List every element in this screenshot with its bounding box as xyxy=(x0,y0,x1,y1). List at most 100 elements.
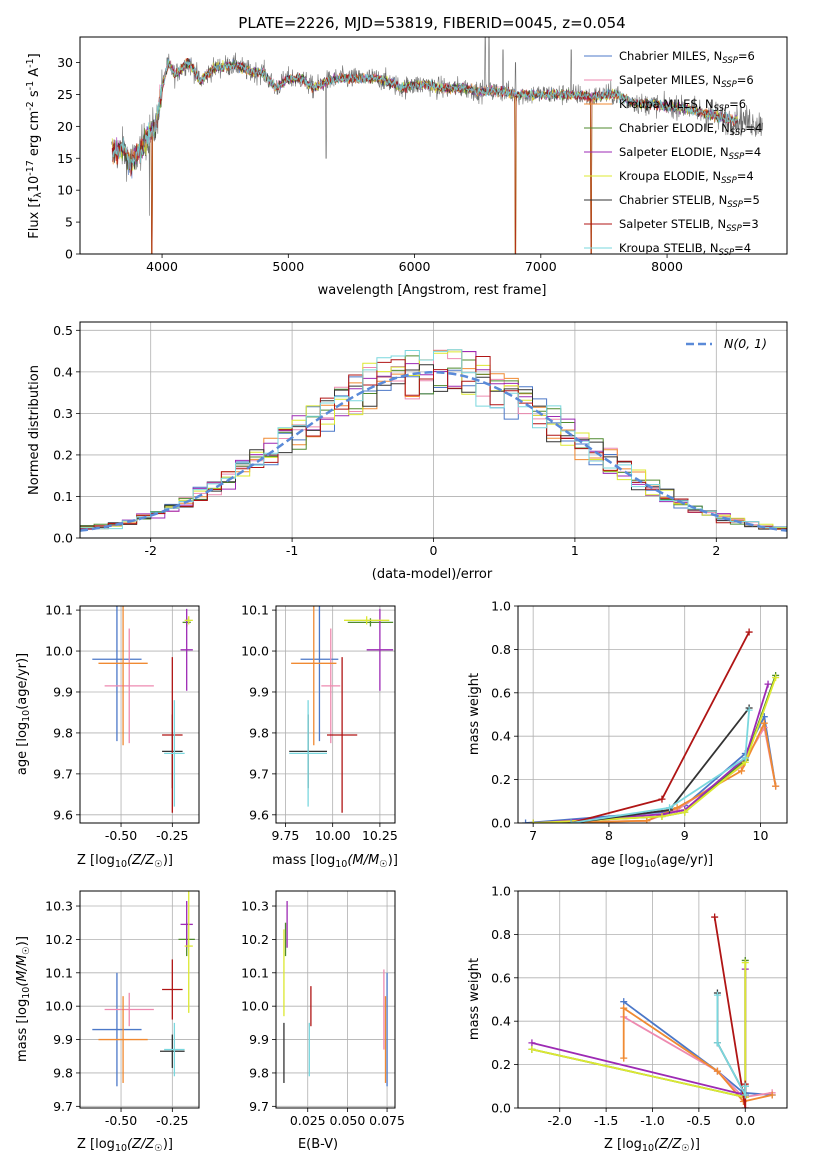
age-vs-mass-xlabel-part: 10 xyxy=(335,859,347,870)
x-tick-label: -0.50 xyxy=(105,828,137,843)
weight-marker-kroupa-elodie xyxy=(658,812,666,820)
y-tick-label: 10.0 xyxy=(45,644,73,659)
age-vs-z-xlabel-part: (Z/Z xyxy=(127,853,155,868)
legend-entry: Kroupa MILES, NSSP=6 xyxy=(619,97,746,114)
x-tick-label: 9.75 xyxy=(272,828,300,843)
y-tick-label: 10.0 xyxy=(241,644,269,659)
weight-line-chabrier-stelib xyxy=(570,707,750,823)
residuals-plot-area xyxy=(80,349,787,538)
x-tick-label: 9 xyxy=(681,828,689,843)
legend-label: Chabrier MILES, N xyxy=(619,49,722,63)
y-tick-label: 0.3 xyxy=(53,406,73,421)
legend-label: Chabrier ELODIE, N xyxy=(619,121,730,135)
mass_vs_z-frame xyxy=(79,890,200,1109)
x-tick-label: -0.25 xyxy=(156,1113,188,1128)
legend-label: Chabrier STELIB, N xyxy=(619,193,727,207)
age_vs_mass-plot-area xyxy=(289,606,394,813)
weight-vs-z-xlabel-part: 10 xyxy=(642,1143,654,1154)
spectrum-frame xyxy=(79,36,788,255)
legend-eq: =4 xyxy=(734,241,751,255)
age_vs_mass-ticks: 9.75 10.00 10.25 9.6 9.7 9.8 9.9 10.0 10.1 xyxy=(241,603,398,843)
x-tick-label: 0.050 xyxy=(330,1113,366,1128)
y-tick-label: 9.9 xyxy=(249,1032,269,1047)
legend-eq: =4 xyxy=(745,121,762,135)
weight-marker-kroupa-stelib xyxy=(741,1091,749,1099)
weight-marker-salpeter-stelib xyxy=(711,913,719,921)
weight-vs-age-xlabel-part: 10 xyxy=(644,859,656,870)
legend-label: Kroupa STELIB, N xyxy=(619,241,719,255)
y-tick-label: 0.0 xyxy=(53,531,73,546)
age-vs-z-ylabel-part: age [log xyxy=(15,722,30,775)
y-tick-label: 0.4 xyxy=(491,729,511,744)
weight-marker-kroupa-stelib xyxy=(713,1039,721,1047)
mass_vs_z-plot-area xyxy=(92,891,195,1087)
age-vs-mass-xlabel-part: mass [log xyxy=(272,853,335,868)
y-tick-label: 10 xyxy=(57,183,73,198)
x-tick-label: 0.025 xyxy=(290,1113,326,1128)
spectrum-ylabel-text-part: ] xyxy=(27,53,42,58)
x-tick-label: -0.25 xyxy=(156,828,188,843)
weight-line-salpeter-miles xyxy=(533,724,777,823)
x-tick-label: 10.00 xyxy=(315,828,351,843)
y-tick-label: 0.4 xyxy=(53,364,73,379)
legend-label: Salpeter STELIB, N xyxy=(619,217,726,231)
x-tick-label: 8000 xyxy=(651,259,683,274)
spectrum-ylabel-text-part: erg cm xyxy=(27,111,42,160)
weight_vs_age-frame xyxy=(517,605,788,824)
legend-label: Salpeter MILES, N xyxy=(619,73,721,87)
y-tick-label: 0.8 xyxy=(491,927,511,942)
weight-vs-z-xlabel-part: (Z/Z xyxy=(654,1137,682,1152)
x-tick-label: -1.0 xyxy=(640,1113,664,1128)
residuals-ticks: -2 -1 0 1 2 0.0 0.1 0.2 0.3 0.4 0.5 xyxy=(53,323,720,558)
spectrum-ylabel-text: Flux [fλ10-17 erg cm-2 s-1 A-1] xyxy=(25,53,44,238)
legend-sub: SSP xyxy=(729,152,745,162)
mass_vs_ebv-plot-area xyxy=(283,901,388,1087)
y-tick-label: 0.2 xyxy=(491,1057,511,1072)
age_vs_mass-grid xyxy=(276,606,395,823)
x-tick-label: 0.0 xyxy=(735,1113,755,1128)
mass_vs_ebv-ticks: 0.025 0.050 0.075 9.7 9.8 9.9 10.0 10.1 10.2 10.3 xyxy=(241,899,405,1128)
x-tick-label: -0.5 xyxy=(687,1113,711,1128)
mass-vs-z-xlabel: Z [log10(Z/Z☉)] xyxy=(77,1137,173,1154)
weight-marker-kroupa-elodie xyxy=(741,959,749,967)
weight-marker-kroupa-miles xyxy=(643,817,651,823)
x-tick-label: -2.0 xyxy=(548,1113,572,1128)
mass-vs-z-ylabel-part: (M/M xyxy=(15,955,30,987)
y-tick-label: 9.6 xyxy=(53,807,73,822)
y-tick-label: 10.1 xyxy=(45,603,73,618)
x-tick-label: 10.25 xyxy=(362,828,398,843)
histogram-salpeter-stelib xyxy=(80,356,787,538)
weight-vs-age-ylabel: mass weight xyxy=(467,673,482,755)
x-tick-label: 2 xyxy=(712,543,720,558)
y-tick-label: 0.1 xyxy=(53,489,73,504)
weight-marker-kroupa-miles xyxy=(673,804,681,812)
mass-vs-z-ylabel-part: 10 xyxy=(21,987,32,999)
age_vs_z-frame xyxy=(79,605,200,824)
legend-entry: Salpeter STELIB, NSSP=3 xyxy=(619,217,759,234)
weight-vs-z-xlabel-part: Z [log xyxy=(604,1137,642,1152)
weight-marker-kroupa-elodie xyxy=(529,819,537,823)
weight-marker-kroupa-elodie xyxy=(772,674,780,682)
weight_vs_z-plot-area xyxy=(528,913,776,1108)
legend-label: Kroupa ELODIE, N xyxy=(619,169,721,183)
mass-vs-z-ylabel: mass [log10(M/M☉)] xyxy=(15,936,32,1062)
y-tick-label: 9.8 xyxy=(249,725,269,740)
age-vs-z-xlabel-part: 10 xyxy=(115,859,127,870)
residuals-panel: (data-model)/error Normed distribution -… xyxy=(27,321,788,582)
y-tick-label: 9.8 xyxy=(53,1065,73,1080)
age-vs-mass-xlabel: mass [log10(M/M☉)] xyxy=(272,853,398,870)
y-tick-label: 10.3 xyxy=(241,899,269,914)
age_vs_z-ticks: -0.50 -0.25 9.6 9.7 9.8 9.9 10.0 10.1 xyxy=(45,603,188,843)
y-tick-label: 10.0 xyxy=(241,999,269,1014)
weight-vs-z-ylabel: mass weight xyxy=(467,958,482,1040)
legend-label: Kroupa MILES, N xyxy=(619,97,714,111)
weight-vs-age-xlabel-part: age [log xyxy=(591,853,644,868)
age-vs-mass-panel: 9.75 10.00 10.25 9.6 9.7 9.8 9.9 10.0 10.1 mass [… xyxy=(241,603,398,870)
spectrum-ylabel-text-part: A xyxy=(27,68,42,81)
mass-vs-z-xlabel-part: )] xyxy=(163,1137,173,1152)
y-tick-label: 0.6 xyxy=(491,970,511,985)
age-vs-z-ylabel-part: 10 xyxy=(21,710,32,722)
weight-marker-kroupa-miles xyxy=(768,1091,776,1099)
weight-marker-salpeter-stelib xyxy=(745,628,753,636)
